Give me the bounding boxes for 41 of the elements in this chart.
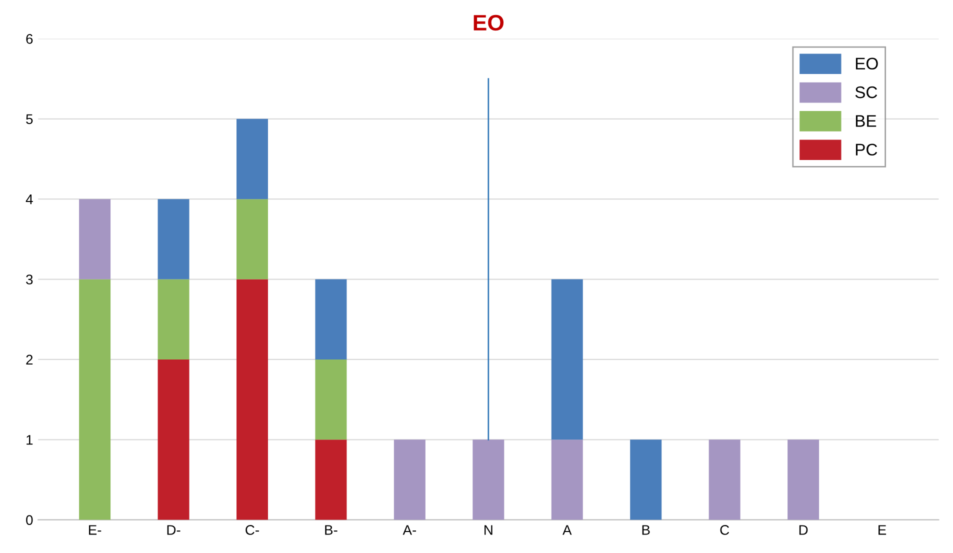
bar <box>472 440 504 520</box>
y-tick-label: 3 <box>26 274 33 284</box>
bar <box>158 359 190 520</box>
x-tick-label: B- <box>325 525 338 535</box>
bar <box>630 440 662 520</box>
x-tick-label: A- <box>402 525 416 535</box>
y-tick-label: 0 <box>26 515 33 525</box>
legend-label: PC <box>856 144 878 156</box>
bar <box>158 199 190 280</box>
y-tick-label: 4 <box>26 194 33 204</box>
bar <box>315 279 347 360</box>
bar <box>236 279 268 520</box>
bar <box>315 440 347 520</box>
bar <box>788 440 820 520</box>
x-tick-label: C- <box>246 525 259 535</box>
legend-label: SC <box>855 86 878 98</box>
y-tick-label: 6 <box>26 34 33 44</box>
x-tick-label: D <box>799 525 808 535</box>
x-tick-label: E- <box>88 525 102 535</box>
bar <box>79 279 111 520</box>
bar <box>79 199 111 280</box>
y-tick-label: 1 <box>26 435 33 445</box>
x-tick-label: B <box>642 525 650 535</box>
legend-label: BE <box>856 115 876 127</box>
x-tick-label: E <box>878 525 886 535</box>
chart-title: EO <box>474 14 504 31</box>
y-tick-label: 2 <box>26 354 33 364</box>
bar <box>236 199 268 280</box>
y-tick-label: 5 <box>26 114 33 124</box>
x-tick-label: D- <box>167 525 180 535</box>
bar <box>236 118 268 200</box>
bar <box>315 359 347 440</box>
bar <box>158 279 190 360</box>
bar <box>551 440 583 520</box>
x-tick-label: N <box>484 525 492 535</box>
x-tick-label: A <box>562 525 572 535</box>
bar <box>708 440 740 520</box>
bar <box>394 440 426 520</box>
legend-label: EO <box>856 58 878 70</box>
x-tick-label: C <box>720 525 730 535</box>
bar <box>551 279 583 440</box>
